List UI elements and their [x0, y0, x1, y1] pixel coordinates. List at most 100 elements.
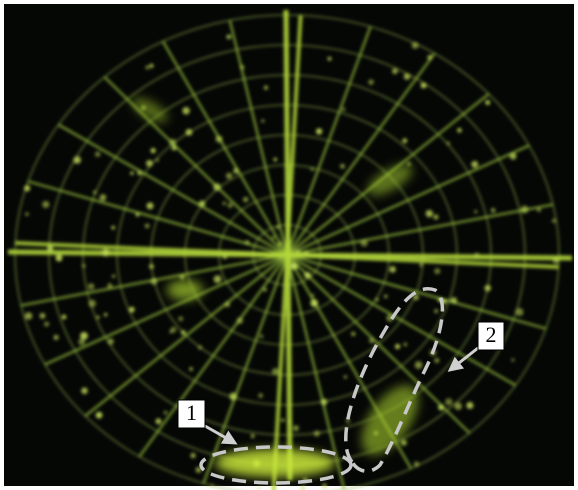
speck	[240, 65, 245, 70]
speck	[73, 156, 81, 164]
speck	[258, 393, 263, 398]
speck	[93, 190, 97, 195]
speck	[271, 236, 276, 240]
spoke	[138, 254, 288, 458]
speck	[225, 172, 233, 180]
spoke	[44, 253, 288, 366]
speck	[250, 434, 255, 438]
speck	[178, 316, 184, 322]
speck	[445, 398, 453, 406]
speck	[107, 283, 113, 289]
speck	[471, 160, 479, 168]
speck	[457, 127, 462, 133]
speck	[551, 218, 557, 223]
speck	[215, 135, 223, 143]
speck	[99, 194, 107, 201]
speck	[42, 200, 50, 209]
speck	[129, 306, 135, 313]
speck	[271, 367, 279, 375]
speck	[403, 342, 408, 347]
speck	[313, 430, 320, 437]
speck	[454, 402, 462, 410]
spoke	[285, 26, 372, 256]
speck	[87, 283, 95, 290]
speck	[170, 326, 177, 333]
speck	[290, 262, 298, 270]
speck	[343, 375, 347, 379]
speck	[148, 263, 154, 269]
annotation-label: 1	[186, 400, 197, 425]
speck	[411, 41, 419, 49]
speck	[315, 128, 323, 135]
speck	[111, 274, 116, 278]
speck	[293, 425, 299, 432]
speck	[413, 294, 419, 301]
speck	[25, 212, 29, 216]
bright-region	[361, 385, 419, 455]
speck	[259, 334, 264, 339]
speck	[61, 314, 67, 320]
speck	[182, 106, 190, 115]
speck	[163, 410, 168, 415]
speck	[222, 201, 227, 206]
speck	[395, 343, 401, 350]
speck	[179, 274, 186, 280]
speck	[88, 299, 97, 308]
speck	[402, 138, 408, 144]
speck	[552, 257, 560, 264]
arrow	[204, 424, 238, 445]
spoke	[57, 123, 288, 256]
speck	[171, 145, 177, 151]
bright-regions	[132, 97, 419, 477]
speck	[304, 250, 309, 255]
annotation-label: 2	[486, 322, 497, 347]
spoke	[285, 254, 346, 490]
speck	[295, 249, 301, 255]
speck	[198, 200, 206, 207]
speck	[236, 317, 244, 324]
speck	[466, 401, 474, 409]
speck	[24, 185, 31, 192]
speck	[146, 159, 153, 167]
speck	[434, 309, 439, 314]
spoke	[286, 52, 436, 256]
radial-pattern	[7, 9, 573, 490]
speck	[509, 152, 517, 160]
speck	[427, 54, 433, 60]
speck	[102, 249, 110, 257]
speck	[403, 73, 411, 80]
speck	[300, 486, 305, 490]
bright-region	[132, 97, 168, 123]
speck	[233, 167, 239, 174]
speck	[340, 163, 345, 169]
speck	[150, 147, 156, 154]
speck	[103, 312, 108, 317]
speck	[53, 334, 59, 341]
speck	[515, 308, 524, 317]
speck	[213, 183, 221, 191]
speck	[222, 254, 228, 260]
speck	[81, 264, 86, 268]
speck	[327, 56, 332, 61]
spoke	[286, 254, 471, 434]
label-box	[477, 321, 505, 351]
dashed-outline	[344, 287, 445, 473]
spoke	[228, 20, 289, 256]
spoke	[286, 203, 554, 257]
label-box	[177, 399, 206, 429]
bright-region	[167, 280, 203, 300]
speck	[96, 315, 100, 319]
speck	[261, 119, 265, 123]
speck	[229, 392, 238, 401]
speck	[39, 312, 46, 319]
arrow	[447, 346, 479, 372]
speck	[389, 266, 396, 273]
speck	[310, 299, 319, 307]
speck	[130, 171, 134, 175]
speck	[155, 158, 159, 162]
speck	[287, 420, 292, 424]
speck	[150, 277, 158, 285]
speck	[360, 239, 368, 247]
speck	[181, 330, 186, 335]
